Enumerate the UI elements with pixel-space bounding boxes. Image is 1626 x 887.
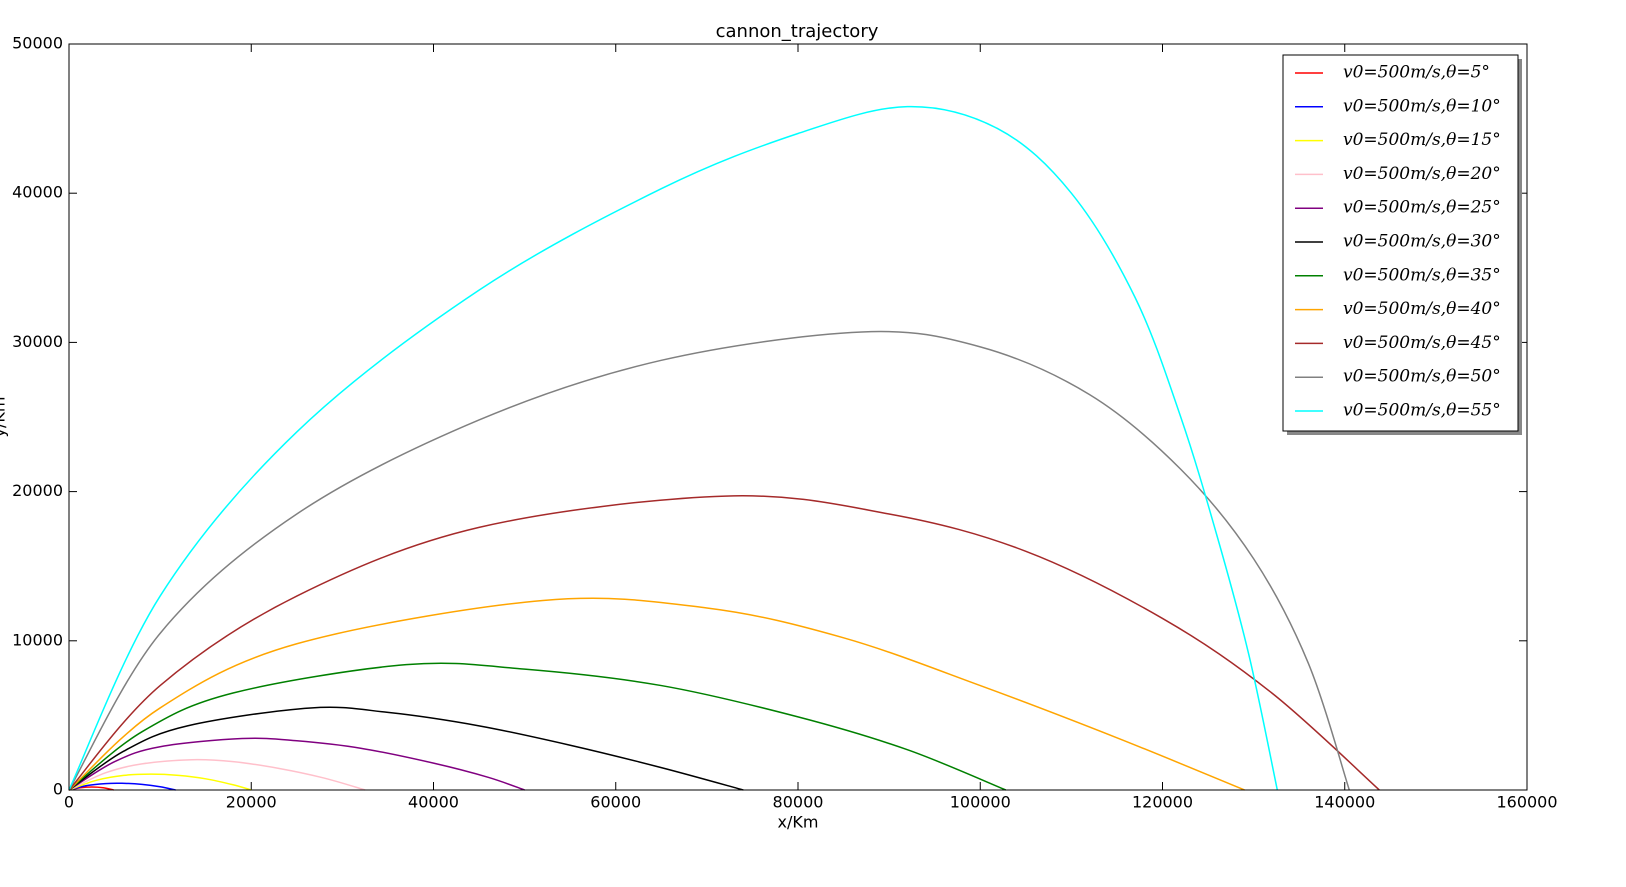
legend-label: v0=500m/s,θ=20° [1343, 164, 1501, 184]
line [68, 495, 1380, 791]
y-tick-label: 10000 [12, 630, 63, 649]
x-tick-label: 40000 [408, 793, 459, 812]
y-tick-label: 20000 [12, 481, 63, 500]
y-tick-label: 0 [53, 780, 63, 799]
legend [1282, 54, 1519, 432]
x-tick-label: 100000 [950, 793, 1011, 812]
line [68, 105, 1279, 791]
legend-label: v0=500m/s,θ=30° [1343, 232, 1501, 252]
y-tick-label: 40000 [12, 183, 63, 202]
line [68, 330, 1351, 791]
line [68, 782, 176, 791]
legend-label: v0=500m/s,θ=55° [1343, 401, 1501, 421]
line [68, 597, 1245, 791]
y-tick-label: 30000 [12, 332, 63, 351]
legend-label: v0=500m/s,θ=35° [1343, 265, 1501, 285]
x-tick-label: 20000 [226, 793, 277, 812]
line [68, 737, 525, 791]
line [68, 773, 252, 791]
line [68, 706, 744, 791]
x-tick-label: 160000 [1496, 793, 1557, 812]
legend-label: v0=500m/s,θ=40° [1343, 299, 1501, 319]
x-tick-label: 80000 [773, 793, 824, 812]
x-tick-label: 60000 [590, 793, 641, 812]
y-axis-label: y/Km [0, 397, 9, 438]
legend-label: v0=500m/s,θ=5° [1343, 63, 1490, 83]
chart-title: cannon_trajectory [716, 21, 879, 42]
x-tick-label: 120000 [1132, 793, 1193, 812]
legend-label: v0=500m/s,θ=50° [1343, 367, 1501, 387]
line [68, 758, 366, 791]
x-axis-label: x/Km [778, 813, 819, 832]
legend-label: v0=500m/s,θ=10° [1343, 96, 1501, 116]
line [68, 662, 1007, 791]
legend-label: v0=500m/s,θ=25° [1343, 198, 1501, 218]
x-tick-label: 0 [64, 793, 74, 812]
plot-frame [68, 43, 1528, 791]
legend-label: v0=500m/s,θ=45° [1343, 333, 1501, 353]
x-tick-label: 140000 [1314, 793, 1375, 812]
y-tick-label: 50000 [12, 34, 63, 53]
legend-label: v0=500m/s,θ=15° [1343, 130, 1501, 150]
